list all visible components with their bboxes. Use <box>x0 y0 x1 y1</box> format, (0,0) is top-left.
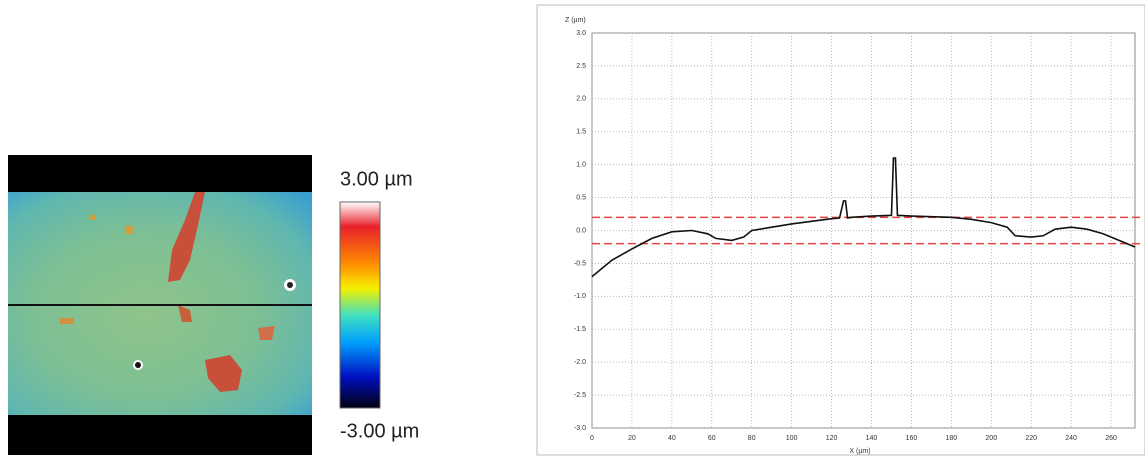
x-tick-label: 20 <box>628 435 636 442</box>
profile-line <box>591 157 1136 278</box>
x-tick-label: 160 <box>906 435 918 442</box>
y-tick-label: -1.0 <box>574 293 586 300</box>
y-tick-label: 0.5 <box>576 194 586 201</box>
profile-panel <box>536 4 1145 456</box>
colorbar <box>339 201 381 409</box>
x-tick-label: 140 <box>866 435 878 442</box>
x-tick-label: 220 <box>1025 435 1037 442</box>
y-tick-label: -3.0 <box>574 425 586 432</box>
y-tick-label: -0.5 <box>574 260 586 267</box>
x-tick-label: 120 <box>826 435 838 442</box>
x-axis-title: X (µm) <box>849 448 870 455</box>
x-tick-label: 180 <box>945 435 957 442</box>
y-tick-label: 3.0 <box>576 30 586 37</box>
y-tick-label: 1.0 <box>576 162 586 169</box>
scale-min: -3.00 µm <box>340 420 419 442</box>
height-map <box>8 155 312 455</box>
y-tick-label: 2.0 <box>576 96 586 103</box>
x-tick-label: 260 <box>1105 435 1117 442</box>
x-tick-label: 80 <box>748 435 756 442</box>
y-tick-label: -1.5 <box>574 326 586 333</box>
scale-max: 3.00 µm <box>340 168 413 190</box>
x-tick-label: 200 <box>985 435 997 442</box>
y-tick-label: -2.5 <box>574 392 586 399</box>
x-tick-label: 240 <box>1065 435 1077 442</box>
x-tick-label: 40 <box>668 435 676 442</box>
y-tick-label: -2.0 <box>574 359 586 366</box>
y-tick-label: 1.5 <box>576 129 586 136</box>
y-tick-label: 2.5 <box>576 63 586 70</box>
y-tick-label: 0.0 <box>576 227 586 234</box>
x-tick-label: 100 <box>786 435 798 442</box>
x-tick-label: 60 <box>708 435 716 442</box>
y-axis-title: Z (µm) <box>565 17 586 24</box>
x-tick-label: 0 <box>590 435 594 442</box>
